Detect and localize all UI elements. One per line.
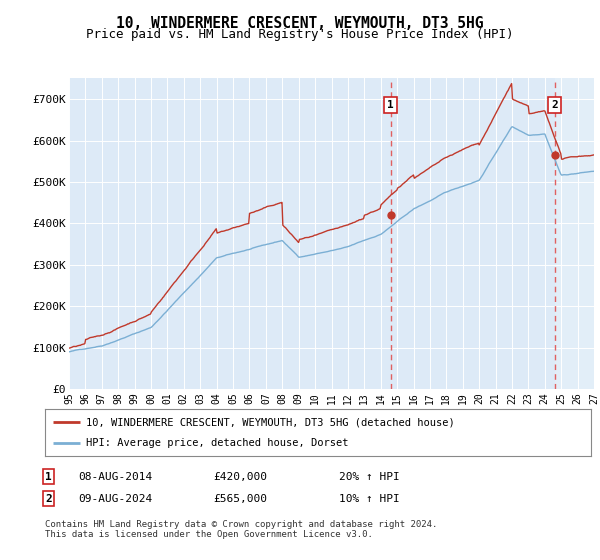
Text: 2: 2 <box>551 100 558 110</box>
Text: 08-AUG-2014: 08-AUG-2014 <box>78 472 152 482</box>
Text: Price paid vs. HM Land Registry's House Price Index (HPI): Price paid vs. HM Land Registry's House … <box>86 28 514 41</box>
Text: 20% ↑ HPI: 20% ↑ HPI <box>339 472 400 482</box>
Text: 10% ↑ HPI: 10% ↑ HPI <box>339 494 400 504</box>
Text: 2: 2 <box>45 494 52 504</box>
Text: HPI: Average price, detached house, Dorset: HPI: Average price, detached house, Dors… <box>86 438 349 448</box>
Text: 1: 1 <box>45 472 52 482</box>
Text: Contains HM Land Registry data © Crown copyright and database right 2024.
This d: Contains HM Land Registry data © Crown c… <box>45 520 437 539</box>
Text: 10, WINDERMERE CRESCENT, WEYMOUTH, DT3 5HG (detached house): 10, WINDERMERE CRESCENT, WEYMOUTH, DT3 5… <box>86 417 455 427</box>
Text: 1: 1 <box>387 100 394 110</box>
Text: £565,000: £565,000 <box>213 494 267 504</box>
Text: £420,000: £420,000 <box>213 472 267 482</box>
Text: 10, WINDERMERE CRESCENT, WEYMOUTH, DT3 5HG: 10, WINDERMERE CRESCENT, WEYMOUTH, DT3 5… <box>116 16 484 31</box>
Text: 09-AUG-2024: 09-AUG-2024 <box>78 494 152 504</box>
